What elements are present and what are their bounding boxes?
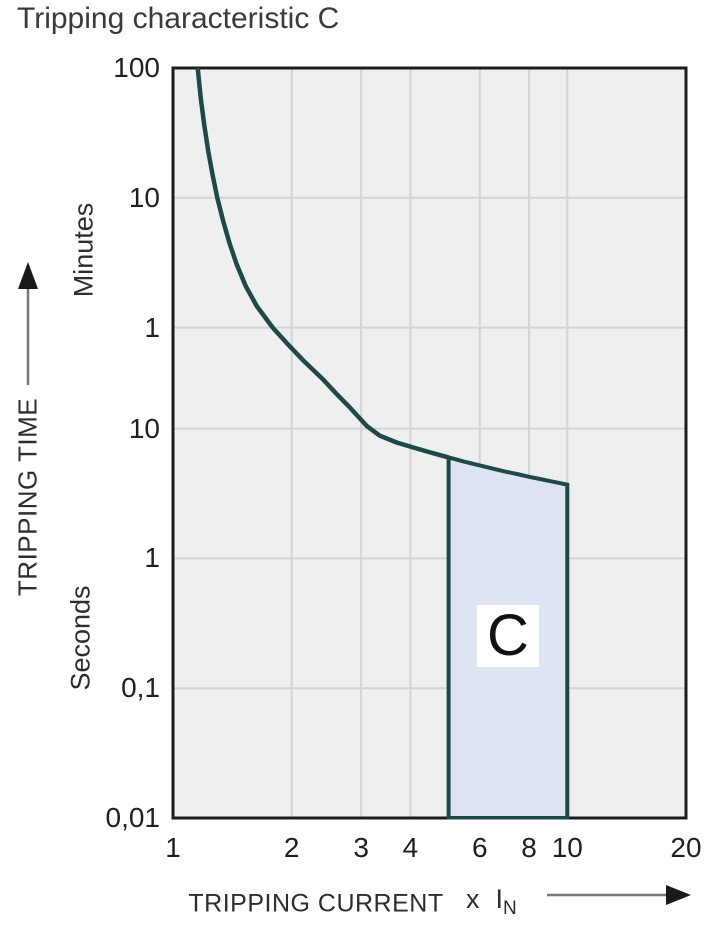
plot-border bbox=[171, 66, 688, 820]
axis-arrows bbox=[18, 262, 691, 905]
x-axis-unit-symbol: I bbox=[495, 883, 504, 914]
x-tick-label: 1 bbox=[165, 832, 181, 863]
x-axis-arrow-head-icon bbox=[666, 885, 691, 905]
x-tick-label: 4 bbox=[402, 832, 419, 863]
x-tick-label: 6 bbox=[472, 832, 488, 863]
y-tick-label: 1 bbox=[144, 542, 160, 574]
page-title: Tripping characteristic C bbox=[17, 2, 340, 35]
y-tick-label: 1 bbox=[144, 311, 160, 343]
x-tick-label: 3 bbox=[353, 832, 369, 863]
y-tick-label: 10 bbox=[128, 412, 160, 444]
y-axis-unit-seconds: Seconds bbox=[65, 585, 96, 691]
y-tick-label: 0,1 bbox=[121, 672, 160, 704]
x-tick-label: 20 bbox=[670, 832, 702, 863]
x-tick-label: 10 bbox=[551, 832, 583, 863]
y-tick-label: 0,01 bbox=[105, 802, 161, 833]
y-tick-label: 100 bbox=[113, 52, 160, 83]
trip-curve bbox=[195, 67, 450, 460]
x-axis-unit: x IN bbox=[466, 884, 517, 920]
y-axis-arrow-head-icon bbox=[18, 262, 38, 289]
x-tick-label: 8 bbox=[521, 832, 537, 863]
x-axis-title: TRIPPING CURRENT bbox=[188, 889, 444, 918]
y-axis-title: TRIPPING TIME bbox=[12, 397, 43, 597]
x-axis-unit-prefix: x bbox=[466, 883, 480, 914]
x-tick-label: 2 bbox=[283, 832, 300, 863]
y-tick-label: 10 bbox=[128, 181, 160, 213]
x-axis-unit-subscript: N bbox=[503, 898, 517, 920]
plot-area bbox=[173, 68, 686, 818]
zone-c-label: C bbox=[477, 605, 539, 667]
y-axis-unit-minutes: Minutes bbox=[68, 202, 99, 298]
